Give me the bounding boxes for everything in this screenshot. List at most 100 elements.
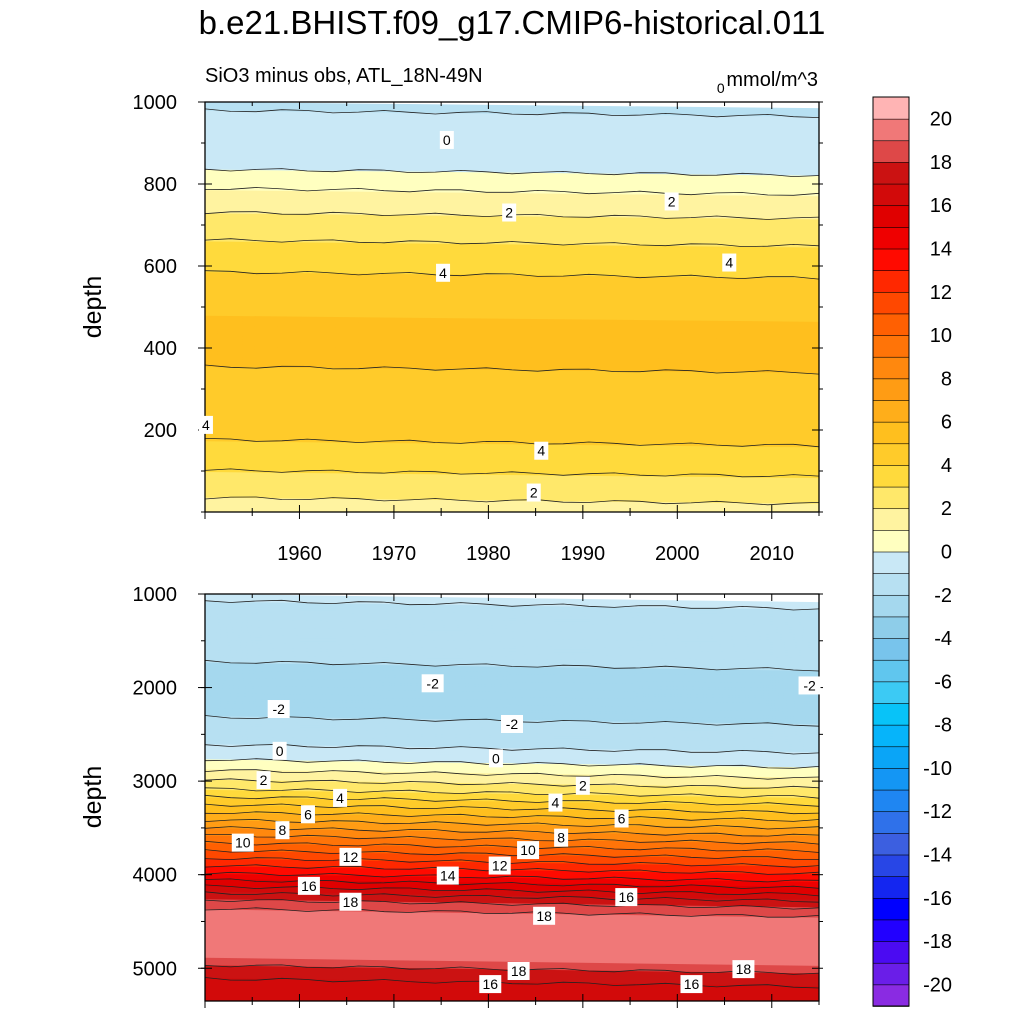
contour-line [205,238,819,248]
contour-line [205,659,819,672]
contour-label-text: 18 [736,961,752,977]
colorbar-label: 16 [930,195,952,217]
contour-line [205,857,819,868]
colorbar-label: 14 [930,239,952,261]
contour-line [205,871,819,883]
contour-line [205,270,819,280]
contour-label: -2 [501,714,523,733]
contour-label: 16 [680,975,703,994]
contour-label-text: 2 [579,778,587,794]
x-tick-label: 1990 [561,543,606,565]
contour-line [205,826,819,837]
contour-label-text: 2 [530,485,538,501]
contour-label-box [722,253,737,272]
colorbar-box [872,356,910,380]
colorbar-box [872,940,910,964]
colorbar-label: 8 [941,368,952,390]
contour-label-text: 16 [619,889,635,905]
contour-label-text: 4 [725,255,733,271]
contour-label-box [488,749,503,768]
contour-label-text: 2 [505,205,513,221]
contour-line [205,758,819,769]
contour-label-box [680,975,703,994]
colorbar-box [872,204,910,228]
colorbar-box [872,594,910,618]
colorbar: -20-18-16-14-12-10-8-6-4-202468101214161… [872,96,952,1007]
colorbar-label: 12 [930,282,952,304]
colorbar-box [872,421,910,445]
y-tick-label: 400 [144,338,177,360]
y-tick-label: 1000 [133,584,178,606]
contour-line [205,787,819,799]
contour-label: 4 [333,788,348,807]
colorbar-box [872,962,910,986]
x-tick-label: 1960 [277,543,322,565]
contour-label-box [297,876,320,895]
contour-label: 16 [615,888,638,907]
contour-label: 2 [526,483,541,502]
contour-band [205,990,819,1001]
contour-line [205,849,819,860]
contour-label: 8 [275,821,290,840]
colorbar-label: -14 [923,845,952,867]
contour-label-text: 18 [511,963,527,979]
contour-label-text: 0 [443,132,451,148]
colorbar-box [872,183,910,207]
contour-line [205,899,819,910]
colorbar-box [872,724,910,748]
contour-label-box [339,847,362,866]
contour-line [205,187,819,196]
contour-label: 0 [488,749,503,768]
contour-line [205,864,819,875]
contour-label-text: 16 [684,976,700,992]
colorbar-box [872,745,910,769]
contour-label: 2 [502,203,517,222]
colorbar-box [872,529,910,553]
colorbar-box [872,810,910,834]
contour-label: 4 [436,263,451,282]
contour-label: 4 [198,415,213,434]
contour-label-box [479,975,502,994]
contour-label-box [267,700,290,719]
contour-line [205,364,819,375]
colorbar-box [872,897,910,921]
contour-label-box [439,130,454,149]
contour-label-box [713,78,728,97]
contour-label-box [615,888,638,907]
contour-label-text: 2 [260,772,268,788]
contour-label-box [548,793,563,812]
contour-label-box [198,415,213,434]
colorbar-label: 10 [930,325,952,347]
contour-label-box [533,906,556,925]
contour-label-text: 0 [492,750,500,766]
contour-line [205,769,819,780]
contour-label-box [300,805,315,824]
contour-label-text: -2 [803,677,816,693]
contour-label-box [554,828,569,847]
upper-depth-panel: 1960 1970 1980 1990 2000 20102004006008001000… [79,78,823,565]
contour-line [205,907,819,918]
contour-label-box [333,788,348,807]
contour-label-box [272,741,287,760]
contour-label-box [436,866,459,885]
contour-label: 16 [479,975,502,994]
colorbar-box [872,616,910,639]
colorbar-label: -18 [923,931,952,953]
contour-label-box [488,856,511,875]
colorbar-label: 20 [930,109,952,131]
colorbar-box [872,139,910,163]
y-axis-label: depth [79,766,107,829]
contour-label: 2 [256,771,271,790]
contour-label-text: 0 [717,80,725,96]
contour-label: 0 [272,741,287,760]
contour-label: 18 [339,892,362,911]
contour-label: -2 [798,676,821,695]
contour-line [205,438,819,448]
contour-line [205,599,819,611]
contour-line [205,840,819,853]
contour-line [205,168,819,178]
contour-label-box [421,674,444,693]
contour-label-text: 4 [439,265,447,281]
